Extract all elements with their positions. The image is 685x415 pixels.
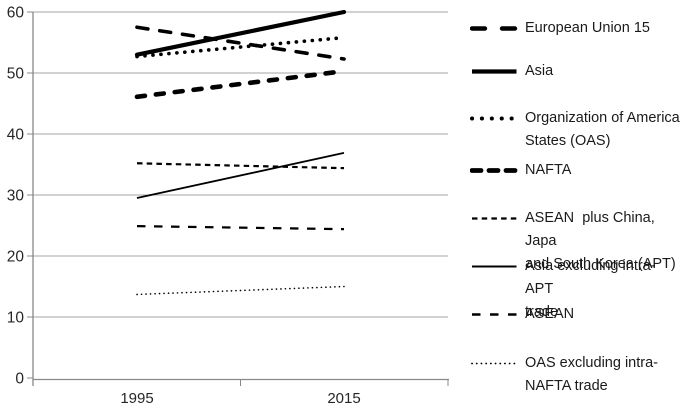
plot-area: 0 10 20 30 40 50 60 1995 2015 <box>7 5 449 407</box>
legend-marker-dash-bold-icon <box>470 26 518 31</box>
legend-marker-dash-thin-icon <box>472 313 517 316</box>
series-line-asia <box>134 9 347 57</box>
legend-item-asia-excluding-intra-apt-trade: Asia excluding intra-APT trade <box>470 255 682 324</box>
series-line-organization-of-america-states-oas <box>135 35 346 59</box>
plot-svg: 0 10 20 30 40 50 60 1995 2015 <box>7 5 449 407</box>
legend-marker-dash-heavy-icon <box>470 168 518 173</box>
legend-item-label: European Union 15 <box>525 20 650 36</box>
legend-item-nafta: NAFTA <box>470 159 682 182</box>
series-line-european-union-15 <box>135 25 346 61</box>
legend-marker-solid-thin-icon <box>472 265 517 268</box>
x-tick-label: 1995 <box>120 390 153 407</box>
series-line-oas-excluding-intra-nafta-trade <box>136 285 345 296</box>
legend-item-label: Asia excluding intra-APT trade <box>525 258 656 320</box>
legend-marker-dotted-fine-icon <box>471 362 518 365</box>
y-tick-label: 20 <box>7 249 25 266</box>
legend-item-asia: Asia <box>470 60 682 83</box>
legend-item-asean-plus-china-japa-and-south-korea-apt: ASEAN plus China, Japa and South Korea (… <box>470 207 682 276</box>
y-tick-label: 0 <box>15 371 24 388</box>
series-line-asia-excluding-intra-apt-trade <box>136 152 345 199</box>
y-tick-label: 40 <box>7 127 25 144</box>
legend-item-organization-of-america-states-oas: Organization of America States (OAS) <box>470 107 682 153</box>
legend-item-label: ASEAN <box>525 306 575 322</box>
y-tick-label: 10 <box>7 310 25 327</box>
y-tick-label: 30 <box>7 188 25 205</box>
legend-item-oas-excluding-intra-nafta-trade: OAS excluding intra- NAFTA trade <box>470 352 682 398</box>
legend-item-label: ASEAN plus China, Japa and South Korea (… <box>525 210 676 272</box>
legend-item-asean: ASEAN <box>470 303 682 326</box>
x-tick-label: 2015 <box>327 390 360 407</box>
series-line-asean <box>136 225 345 231</box>
legend-item-european-union-15: European Union 15 <box>470 17 682 40</box>
legend-marker-dash-fine-icon <box>472 217 517 220</box>
y-tick-label: 50 <box>7 66 25 83</box>
series-line-nafta <box>134 68 347 100</box>
legend-marker-dotted-bold-icon <box>470 116 518 121</box>
legend-item-label: Organization of America States (OAS) <box>525 110 680 149</box>
y-tick-label: 60 <box>7 5 25 22</box>
legend-item-label: Asia <box>525 63 554 79</box>
legend-marker-solid-bold-icon <box>472 69 517 74</box>
series-line-asean-plus-china-japa-and-south-korea-apt <box>136 162 345 170</box>
legend-item-label: OAS excluding intra- NAFTA trade <box>525 355 658 394</box>
legend-item-label: NAFTA <box>525 162 572 178</box>
